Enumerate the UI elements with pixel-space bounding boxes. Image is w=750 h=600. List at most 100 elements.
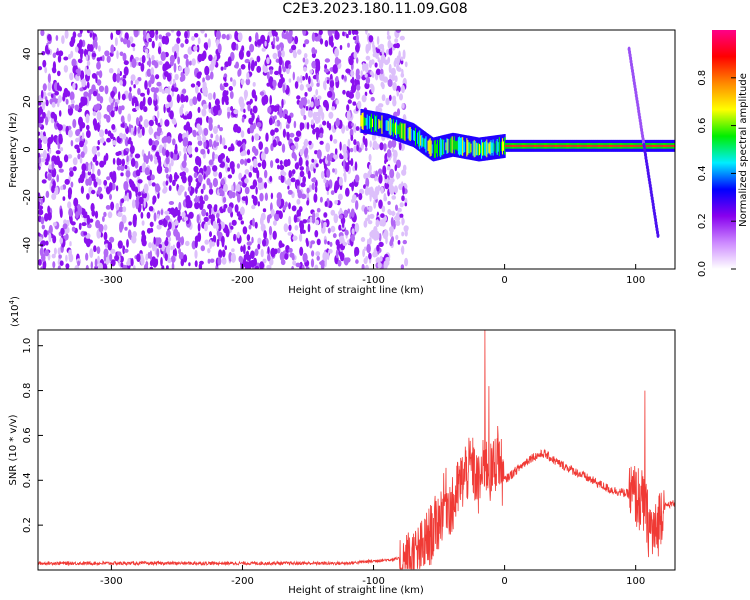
noise-mark (111, 124, 116, 130)
noise-mark (404, 257, 409, 267)
noise-mark (172, 179, 176, 187)
noise-mark (59, 260, 64, 267)
band-mark (426, 141, 429, 149)
noise-mark (126, 39, 131, 48)
noise-mark (257, 243, 261, 250)
noise-mark (182, 137, 189, 147)
band-mark (492, 139, 495, 156)
noise-mark (220, 178, 225, 186)
noise-mark (87, 43, 91, 52)
band-mark (499, 137, 502, 156)
noise-mark (264, 40, 267, 47)
noise-mark (174, 219, 179, 226)
band-mark (641, 144, 643, 147)
noise-mark (98, 262, 103, 269)
noise-mark (354, 222, 360, 233)
noise-mark (197, 53, 203, 63)
noise-mark (73, 197, 79, 207)
noise-mark (331, 106, 336, 111)
spectrogram-noise (38, 30, 409, 269)
noise-mark (382, 232, 387, 239)
band-mark (631, 144, 633, 147)
noise-mark (365, 55, 371, 61)
band-mark (408, 127, 411, 141)
noise-mark (220, 85, 225, 91)
noise-mark (295, 130, 302, 137)
band-mark (517, 144, 520, 147)
noise-mark (152, 115, 155, 122)
band-mark (640, 144, 642, 147)
noise-mark (137, 88, 141, 95)
noise-mark (106, 104, 112, 113)
noise-mark (161, 35, 166, 45)
noise-mark (259, 261, 265, 269)
noise-mark (194, 249, 198, 259)
noise-mark (86, 81, 90, 89)
band-mark (370, 113, 373, 132)
noise-mark (81, 78, 87, 88)
noise-mark (57, 265, 61, 269)
noise-mark (144, 49, 149, 54)
noise-mark (310, 163, 314, 172)
noise-mark (288, 215, 292, 225)
noise-mark (199, 260, 204, 265)
noise-mark (394, 57, 398, 65)
noise-mark (156, 126, 162, 134)
noise-mark (97, 140, 101, 145)
noise-mark (327, 30, 333, 37)
band-mark (570, 144, 572, 147)
band-mark (487, 142, 489, 155)
band-mark (535, 144, 538, 147)
noise-mark (230, 252, 236, 263)
band-mark (553, 144, 555, 147)
noise-mark (86, 223, 92, 229)
band-mark (636, 144, 638, 147)
noise-mark (160, 118, 163, 126)
noise-mark (228, 86, 233, 91)
noise-mark (91, 73, 97, 79)
noise-mark (48, 232, 52, 243)
colorbar-tick-label: 0.6 (697, 118, 708, 134)
noise-mark (391, 139, 397, 148)
noise-mark (209, 231, 212, 238)
noise-mark (120, 105, 125, 111)
noise-mark (252, 82, 256, 87)
noise-mark (302, 43, 306, 48)
noise-mark (122, 133, 127, 140)
noise-mark (334, 148, 338, 155)
noise-mark (178, 66, 183, 71)
noise-mark (310, 240, 316, 245)
noise-mark (148, 242, 153, 249)
noise-mark (296, 95, 301, 100)
noise-mark (42, 111, 46, 119)
noise-mark (276, 247, 281, 254)
band-mark (646, 144, 649, 147)
noise-mark (126, 192, 130, 202)
noise-mark (323, 82, 327, 91)
noise-mark (67, 154, 73, 159)
band-mark (417, 132, 419, 144)
noise-mark (299, 233, 303, 242)
noise-mark (333, 153, 339, 160)
noise-mark (272, 220, 277, 226)
band-mark (500, 141, 503, 152)
noise-mark (239, 214, 243, 220)
noise-mark (351, 228, 355, 235)
band-mark (454, 140, 457, 150)
noise-mark (361, 263, 365, 269)
noise-mark (97, 151, 101, 157)
band-mark (469, 141, 472, 154)
noise-mark (335, 99, 340, 105)
noise-mark (105, 205, 111, 210)
noise-mark (274, 70, 279, 76)
noise-mark (117, 240, 123, 249)
noise-mark (99, 193, 104, 200)
noise-mark (364, 206, 368, 215)
noise-mark (240, 98, 244, 106)
noise-mark (146, 60, 151, 66)
noise-mark (85, 113, 90, 124)
noise-mark (316, 255, 320, 261)
noise-mark (382, 165, 387, 176)
noise-mark (184, 31, 188, 39)
noise-mark (365, 217, 369, 222)
